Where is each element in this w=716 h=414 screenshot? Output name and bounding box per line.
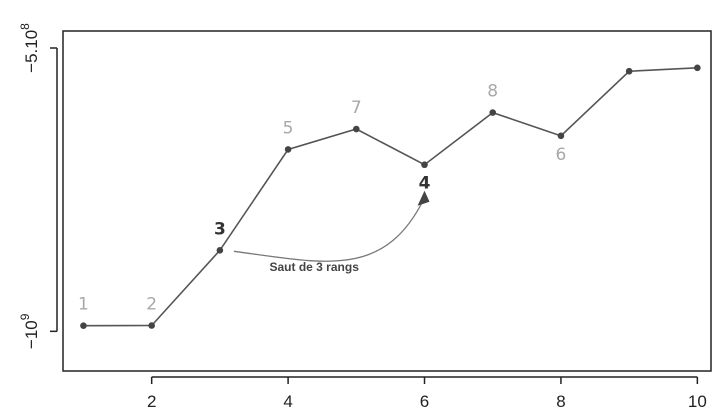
y-tick-exponent: 8 (18, 23, 32, 30)
y-tick-label: −109 (18, 313, 41, 349)
point-label: 4 (419, 174, 431, 194)
data-point (421, 161, 428, 169)
y-axis: −5.108 −109 (18, 23, 58, 349)
data-point (353, 125, 360, 133)
data-point (489, 109, 497, 116)
data-point (80, 322, 87, 329)
data-point (216, 247, 224, 254)
point-label: 7 (351, 98, 362, 118)
point-label: 5 (283, 118, 294, 138)
point-label: 8 (487, 82, 498, 102)
point-label: 6 (556, 145, 567, 165)
annotation: Saut de 3 rangs (233, 190, 430, 274)
series-line (83, 67, 698, 327)
data-point (557, 132, 565, 140)
point-label: 2 (146, 294, 157, 314)
plot-frame (62, 30, 712, 372)
x-tick-label: 4 (283, 392, 292, 411)
x-tick-label: 10 (688, 392, 707, 411)
x-tick-label: 2 (147, 392, 156, 411)
x-tick-label: 6 (420, 392, 429, 411)
y-tick-label: −5.108 (18, 23, 41, 73)
annotation-arrow (233, 199, 425, 262)
point-label: 1 (78, 295, 89, 315)
x-axis: 2 4 6 8 10 (147, 376, 707, 411)
data-point (148, 322, 155, 329)
annotation-arrowhead (417, 190, 430, 206)
point-labels: 1 2 3 5 7 4 8 6 (78, 82, 566, 315)
x-tick-label: 8 (556, 392, 565, 411)
y-tick-exponent: 9 (18, 313, 32, 320)
data-point (694, 64, 701, 72)
point-label: 3 (214, 219, 226, 239)
data-point (284, 146, 292, 153)
data-points (80, 64, 701, 329)
data-point (625, 67, 633, 75)
series-polyline (83, 67, 698, 327)
annotation-label: Saut de 3 rangs (270, 260, 360, 274)
